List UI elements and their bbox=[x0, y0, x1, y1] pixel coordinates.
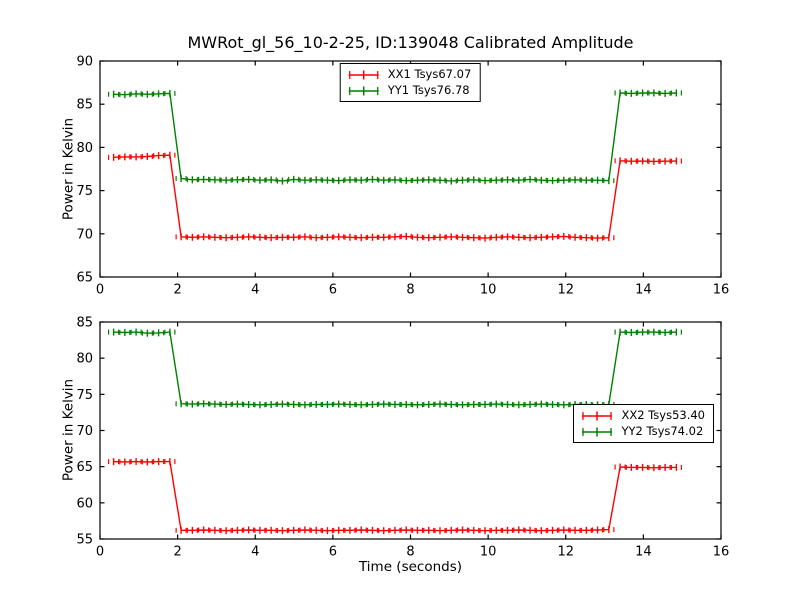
svg-text:8: 8 bbox=[406, 283, 414, 298]
chart-title: MWRot_gl_56_10-2-25, ID:139048 Calibrate… bbox=[187, 33, 634, 52]
svg-text:6: 6 bbox=[329, 283, 337, 298]
svg-text:75: 75 bbox=[76, 388, 93, 403]
legend-label: XX2 Tsys53.40 bbox=[621, 408, 705, 422]
errorbar-sample-icon bbox=[582, 411, 613, 420]
legend-label: XX1 Tsys67.07 bbox=[387, 67, 472, 81]
legend-label: YY1 Tsys76.78 bbox=[387, 83, 470, 97]
top-subplot-series-YY1 bbox=[107, 89, 682, 185]
svg-text:0: 0 bbox=[96, 545, 104, 560]
legend-bottom: XX2 Tsys53.40 YY2 Tsys74.02 bbox=[573, 404, 714, 443]
y-axis-label-bottom: Power in Kelvin bbox=[60, 378, 77, 482]
svg-text:12: 12 bbox=[557, 545, 574, 560]
svg-text:70: 70 bbox=[76, 424, 93, 439]
svg-text:2: 2 bbox=[173, 283, 181, 298]
bottom-subplot-y-ticks: 55 60 65 70 75 80 85 bbox=[76, 316, 721, 548]
legend-item: YY2 Tsys74.02 bbox=[580, 424, 705, 439]
svg-text:0: 0 bbox=[96, 283, 104, 298]
top-subplot: 0 2 4 6 8 10 12 14 16 65 70 75 80 85 90 bbox=[76, 55, 729, 298]
errorbar-sample-icon bbox=[348, 86, 379, 95]
legend-label: YY2 Tsys74.02 bbox=[621, 424, 704, 438]
svg-text:16: 16 bbox=[713, 545, 730, 560]
bottom-subplot-series-XX2 bbox=[107, 458, 682, 535]
svg-text:4: 4 bbox=[251, 545, 259, 560]
svg-text:80: 80 bbox=[76, 141, 93, 156]
svg-text:65: 65 bbox=[76, 271, 93, 286]
legend-item: XX1 Tsys67.07 bbox=[347, 67, 472, 82]
legend-top: XX1 Tsys67.07 YY1 Tsys76.78 bbox=[339, 63, 481, 102]
svg-text:90: 90 bbox=[76, 55, 93, 70]
svg-text:70: 70 bbox=[76, 227, 93, 242]
svg-text:14: 14 bbox=[635, 283, 652, 298]
svg-text:16: 16 bbox=[713, 283, 730, 298]
errorbar-sample-icon bbox=[348, 70, 379, 79]
errorbar-sample-icon bbox=[582, 427, 613, 436]
svg-text:55: 55 bbox=[76, 533, 93, 548]
svg-text:85: 85 bbox=[76, 98, 93, 113]
svg-text:75: 75 bbox=[76, 184, 93, 199]
svg-text:12: 12 bbox=[557, 283, 574, 298]
top-subplot-series-XX1 bbox=[107, 151, 682, 242]
legend-item: XX2 Tsys53.40 bbox=[580, 408, 705, 423]
svg-text:10: 10 bbox=[480, 283, 497, 298]
bottom-subplot-x-ticks: 0 2 4 6 8 10 12 14 16 bbox=[96, 322, 729, 560]
bottom-subplot: 0 2 4 6 8 10 12 14 16 55 60 65 70 75 80 85 bbox=[76, 316, 729, 560]
svg-text:80: 80 bbox=[76, 352, 93, 367]
svg-text:85: 85 bbox=[76, 316, 93, 331]
svg-text:8: 8 bbox=[406, 545, 414, 560]
y-axis-label-top: Power in Kelvin bbox=[60, 117, 77, 221]
svg-text:14: 14 bbox=[635, 545, 652, 560]
svg-text:10: 10 bbox=[480, 545, 497, 560]
x-axis-label: Time (seconds) bbox=[358, 559, 463, 575]
bottom-subplot-series-YY2 bbox=[107, 328, 682, 409]
top-subplot-y-ticks: 65 70 75 80 85 90 bbox=[76, 55, 721, 286]
svg-text:2: 2 bbox=[173, 545, 181, 560]
svg-text:60: 60 bbox=[76, 496, 93, 511]
svg-text:6: 6 bbox=[329, 545, 337, 560]
legend-item: YY1 Tsys76.78 bbox=[347, 83, 472, 98]
svg-text:4: 4 bbox=[251, 283, 259, 298]
svg-text:65: 65 bbox=[76, 460, 93, 475]
